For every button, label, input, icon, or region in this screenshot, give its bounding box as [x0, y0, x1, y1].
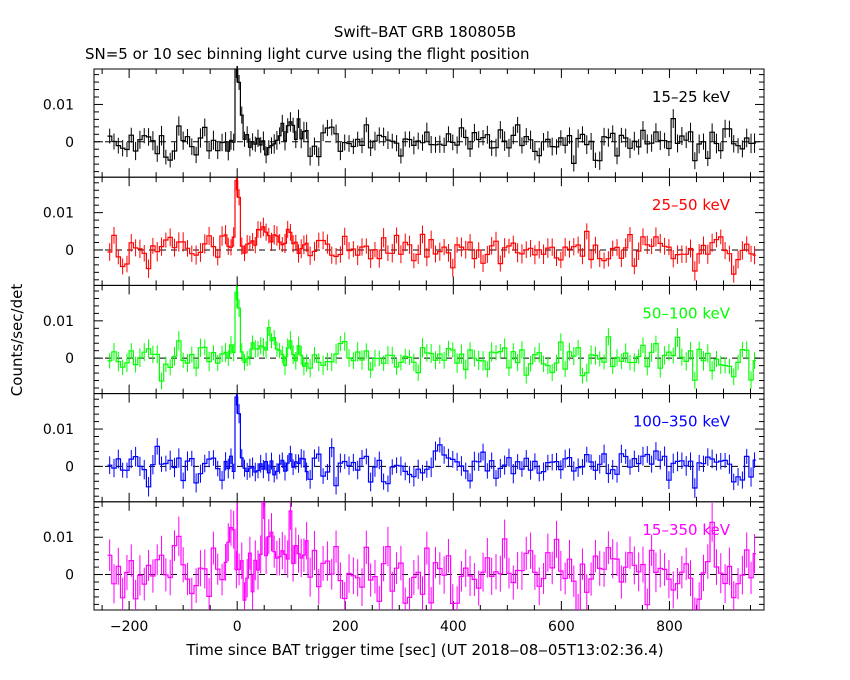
y-tick-label: 0.01	[43, 530, 74, 546]
band-label: 100–350 keV	[633, 413, 731, 431]
panels-group: 0 0.01 15–25 keV 0 0.01 25–50 keV 0 0.01 50–100 …	[43, 66, 765, 635]
panel-4: 0 0.01 15–350 keV	[43, 501, 765, 611]
y-axis-label: Counts/sec/det	[8, 284, 26, 397]
light-curve-3	[107, 393, 756, 498]
y-tick-label: 0	[65, 459, 74, 475]
y-tick-label: 0.01	[43, 314, 74, 330]
x-tick-label: 600	[548, 619, 575, 635]
panel-frame-4	[93, 501, 765, 611]
band-label: 25–50 keV	[652, 196, 731, 214]
y-tick-label: 0	[65, 135, 74, 151]
light-curve-2	[107, 285, 756, 390]
light-curve-line	[107, 396, 756, 489]
panel-2: 0 0.01 50–100 keV	[43, 284, 765, 395]
panel-1: 0 0.01 25–50 keV	[43, 176, 765, 286]
x-axis-label: Time since BAT trigger time [sec] (UT 20…	[185, 641, 663, 659]
y-tick-label: 0	[65, 568, 74, 584]
y-tick-label: 0.01	[43, 422, 74, 438]
panel-3: 0 0.01 100–350 keV	[43, 393, 765, 503]
panel-frame-1	[93, 176, 765, 286]
panel-0: 0 0.01 15–25 keV	[43, 66, 765, 178]
y-tick-label: 0	[65, 351, 74, 367]
x-tick-label: 0	[233, 619, 242, 635]
band-label: 50–100 keV	[642, 304, 730, 322]
x-tick-label: 200	[332, 619, 359, 635]
panel-frame-2	[93, 284, 765, 395]
band-label: 15–25 keV	[652, 88, 731, 106]
x-tick-label: 400	[440, 619, 467, 635]
light-curve-0	[107, 69, 756, 172]
x-tick-label: −200	[110, 619, 148, 635]
chart-title: Swift–BAT GRB 180805B	[334, 23, 516, 41]
light-curve-line	[107, 180, 756, 275]
light-curve-line	[107, 501, 756, 610]
light-curve-1	[107, 177, 756, 283]
x-tick-label: 800	[656, 619, 683, 635]
chart-subtitle: SN=5 or 10 sec binning light curve using…	[85, 45, 530, 63]
y-tick-label: 0.01	[43, 206, 74, 222]
y-tick-label: 0	[65, 243, 74, 259]
panel-frame-3	[93, 393, 765, 503]
band-label: 15–350 keV	[642, 521, 730, 539]
panel-frame-0	[93, 68, 765, 178]
y-tick-label: 0.01	[43, 97, 74, 113]
light-curve-4	[107, 501, 756, 610]
light-curve-line	[107, 291, 756, 382]
light-curve-line	[107, 69, 756, 164]
